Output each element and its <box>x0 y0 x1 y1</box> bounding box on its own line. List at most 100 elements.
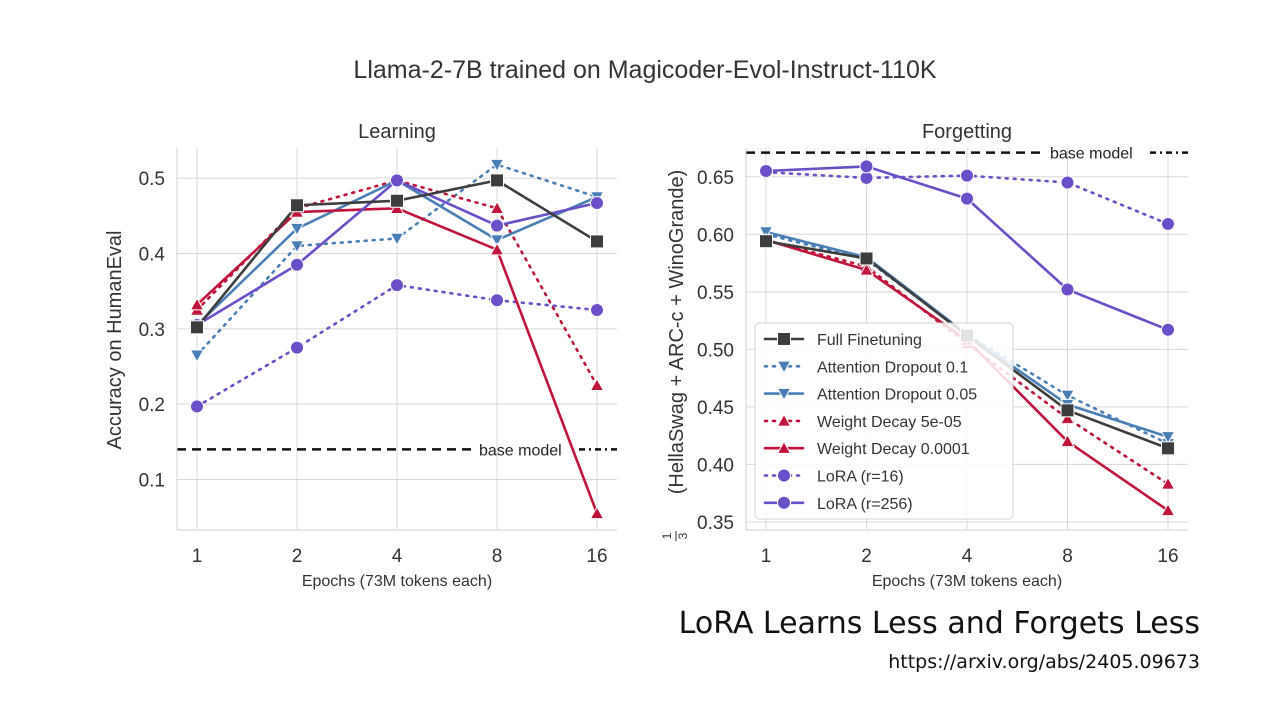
data-point <box>1160 502 1176 517</box>
data-point <box>489 158 505 173</box>
legend-marker <box>777 332 791 346</box>
legend-entry-full-finetuning: Full Finetuning <box>763 332 922 349</box>
legend-marker <box>776 413 792 427</box>
x-tick-label: 2 <box>292 546 303 567</box>
series-lora-r-16 <box>759 165 1175 231</box>
slide-caption: LoRA Learns Less and Forgets Less <box>678 606 1200 641</box>
series-lora-r-16 <box>190 278 604 414</box>
data-point <box>289 222 305 237</box>
x-tick-label: 8 <box>1062 546 1073 567</box>
legend-marker <box>777 495 791 510</box>
baseline-label: base model <box>479 442 562 459</box>
data-point <box>490 218 504 233</box>
data-point <box>590 302 604 317</box>
figure-suptitle: Llama-2-7B trained on Magicoder-Evol-Ins… <box>353 56 936 84</box>
data-point <box>390 173 404 188</box>
data-point <box>589 505 605 520</box>
x-tick-label: 16 <box>1157 546 1178 567</box>
data-point <box>859 251 874 266</box>
forgetting-chart: 0.35 0.40 0.45 0.50 0.55 0.60 0.65 1 2 4 8 16 Forget… <box>660 121 1188 590</box>
data-point <box>389 232 405 246</box>
data-point <box>1161 216 1175 231</box>
data-point <box>759 234 773 249</box>
data-point <box>190 320 204 335</box>
data-point <box>390 278 404 293</box>
series-attention-dropout-0-1 <box>189 158 605 363</box>
data-point <box>859 159 874 174</box>
data-point <box>1161 322 1175 337</box>
y-tick-label: 0.65 <box>697 168 734 189</box>
legend-marker <box>776 360 792 374</box>
data-point <box>390 193 404 208</box>
y-tick-label: 0.45 <box>697 398 734 419</box>
learning-chart: 0.1 0.2 0.3 0.4 0.5 1 2 4 8 16 Learning Epochs (73M… <box>104 121 617 590</box>
data-point <box>1060 433 1075 448</box>
legend-entry-attention-dropout-0-05: Attention Dropout 0.05 <box>763 387 977 404</box>
data-point <box>960 191 974 206</box>
data-point <box>490 293 504 308</box>
y-tick-label: 0.50 <box>697 340 734 361</box>
data-point <box>1060 175 1075 190</box>
data-point <box>290 340 304 355</box>
chart-title: Learning <box>358 121 436 143</box>
data-point <box>960 168 974 183</box>
legend-entry-weight-decay-5e-05: Weight Decay 5e-05 <box>763 413 962 431</box>
x-tick-label: 2 <box>861 546 872 567</box>
data-point <box>859 262 874 276</box>
x-tick-label: 4 <box>392 546 403 567</box>
y-axis-fraction-den: 3 <box>676 532 690 539</box>
data-point <box>1160 431 1176 445</box>
data-point <box>189 297 205 311</box>
legend-entry-weight-decay-0-0001: Weight Decay 0.0001 <box>763 440 970 458</box>
data-point <box>1060 403 1075 418</box>
data-point <box>489 200 505 214</box>
legend-label: Attention Dropout 0.1 <box>817 359 968 376</box>
y-tick-label: 0.3 <box>139 320 165 341</box>
legend-entry-lora-r-16: LoRA (r=16) <box>763 468 904 486</box>
data-point <box>589 377 605 392</box>
x-tick-label: 8 <box>492 546 503 567</box>
legend-marker <box>777 468 791 483</box>
series-full-finetuning <box>190 173 604 335</box>
data-point <box>190 399 204 414</box>
data-point <box>1161 441 1175 456</box>
data-point <box>1060 282 1075 297</box>
y-tick-label: 0.60 <box>697 225 734 246</box>
legend-entry-lora-r-256: LoRA (r=256) <box>763 495 913 513</box>
data-point <box>590 196 604 211</box>
series-weight-decay-0-0001 <box>189 200 605 520</box>
legend-label: LoRA (r=256) <box>817 496 913 513</box>
legend-marker <box>776 440 792 454</box>
y-axis-label: (HellaSwag + ARC-c + WinoGrande) <box>666 170 688 495</box>
data-point <box>489 234 505 248</box>
data-point <box>189 349 205 363</box>
y-axis-label: Accuracy on HumanEval <box>104 231 126 450</box>
data-point <box>490 173 504 188</box>
series-lora-r-256 <box>759 159 1175 337</box>
y-tick-label: 0.1 <box>139 471 165 492</box>
legend-label: LoRA (r=16) <box>817 469 904 486</box>
series-line <box>764 232 1170 446</box>
x-tick-label: 16 <box>586 546 607 567</box>
chart-title: Forgetting <box>922 121 1012 143</box>
y-tick-label: 0.5 <box>139 169 165 190</box>
data-point <box>759 164 773 179</box>
paper-link[interactable]: https://arxiv.org/abs/2405.09673 <box>888 651 1200 673</box>
legend-entry-attention-dropout-0-1: Attention Dropout 0.1 <box>763 359 968 376</box>
legend: Full Finetuning Attention Dropout 0.1 Atte… <box>754 322 1014 520</box>
data-point <box>289 240 305 254</box>
y-tick-label: 0.2 <box>139 395 165 416</box>
x-axis-label: Epochs (73M tokens each) <box>302 573 492 590</box>
x-tick-label: 1 <box>761 546 772 567</box>
data-point <box>489 242 505 256</box>
legend-marker <box>776 387 792 402</box>
y-tick-label: 0.40 <box>697 455 734 476</box>
data-point <box>590 234 604 249</box>
y-axis-label-group: 1 3 (HellaSwag + ARC-c + WinoGrande) <box>660 170 690 541</box>
x-tick-label: 1 <box>192 546 203 567</box>
y-axis-fraction-num: 1 <box>660 532 674 539</box>
legend-box <box>754 322 1014 520</box>
data-point <box>290 257 304 272</box>
legend-label: Full Finetuning <box>817 332 922 349</box>
